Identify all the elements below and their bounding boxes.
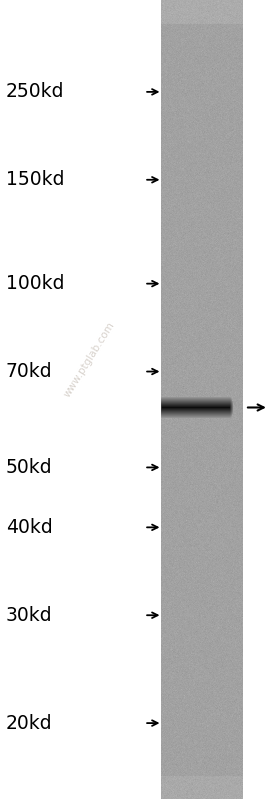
Text: 250kd: 250kd <box>6 82 64 101</box>
Text: 100kd: 100kd <box>6 274 64 293</box>
Text: 40kd: 40kd <box>6 518 52 537</box>
Text: 150kd: 150kd <box>6 170 64 189</box>
Text: 70kd: 70kd <box>6 362 52 381</box>
Text: www.ptglab.com: www.ptglab.com <box>62 320 117 399</box>
Text: 30kd: 30kd <box>6 606 52 625</box>
Text: 50kd: 50kd <box>6 458 52 477</box>
Text: 20kd: 20kd <box>6 714 52 733</box>
